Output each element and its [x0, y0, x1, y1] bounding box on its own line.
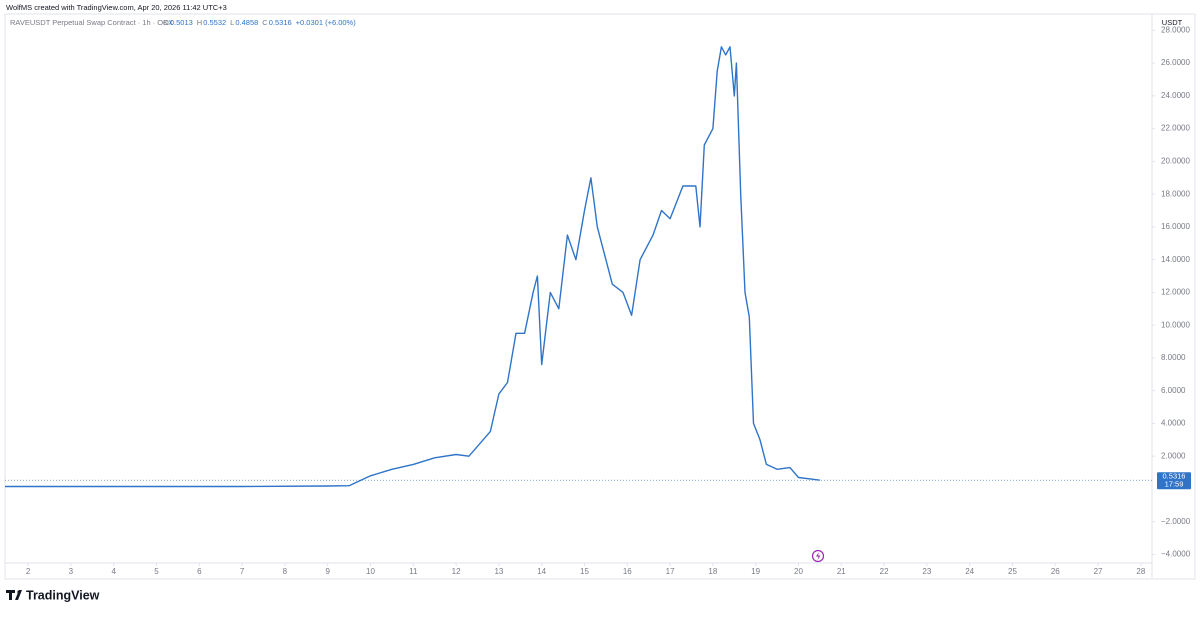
- price-line: [5, 46, 820, 488]
- currency: USDT: [1162, 18, 1183, 27]
- y-tick-label: 8.0000: [1161, 353, 1186, 362]
- event-bolt: [816, 552, 821, 560]
- x-tick-label: 13: [494, 567, 503, 576]
- ohlc-key: L: [230, 18, 234, 27]
- last-price-label: 0.5316: [1163, 472, 1186, 481]
- y-tick-label: 6.0000: [1161, 386, 1186, 395]
- y-tick-label: 18.0000: [1161, 189, 1190, 198]
- logo: TradingView: [6, 588, 100, 602]
- y-tick-label: 16.0000: [1161, 222, 1190, 231]
- y-tick-label: 4.0000: [1161, 419, 1186, 428]
- ohlc-key: O: [163, 18, 169, 27]
- x-tick-label: 19: [751, 567, 760, 576]
- plot: [5, 46, 820, 488]
- x-tick-label: 17: [666, 567, 675, 576]
- y-tick-label: 26.0000: [1161, 58, 1190, 67]
- ohlc-legend: O 0.5013 H 0.5532 L 0.4858 C 0.5316 +0.0301 (+6.…: [163, 18, 356, 27]
- credit: WolfMS created with TradingView.com, Apr…: [6, 3, 227, 12]
- x-tick-label: 18: [708, 567, 717, 576]
- change: +0.0301 (+6.00%): [296, 18, 357, 27]
- x-tick-label: 8: [283, 567, 288, 576]
- x-tick-label: 24: [965, 567, 974, 576]
- x-tick-label: 23: [922, 567, 931, 576]
- y-tick-label: −2.0000: [1161, 517, 1191, 526]
- last-price-box: [1157, 472, 1191, 490]
- x-tick-label: 26: [1051, 567, 1060, 576]
- x-tick-label: 2: [26, 567, 31, 576]
- x-tick-label: 21: [837, 567, 846, 576]
- ohlc-key: C: [262, 18, 268, 27]
- x-tick-label: 6: [197, 567, 202, 576]
- y-tick-label: 14.0000: [1161, 255, 1190, 264]
- y-tick-label: 10.0000: [1161, 320, 1190, 329]
- x-tick-label: 10: [366, 567, 375, 576]
- x-tick-label: 28: [1136, 567, 1145, 576]
- y-tick-label: 12.0000: [1161, 288, 1190, 297]
- x-tick-label: 11: [409, 567, 418, 576]
- x-tick-label: 15: [580, 567, 589, 576]
- y-tick-label: 28.0000: [1161, 25, 1190, 34]
- x-tick-label: 20: [794, 567, 803, 576]
- y-tick-label: 2.0000: [1161, 451, 1186, 460]
- x-tick-label: 7: [240, 567, 245, 576]
- x-tick-label: 14: [537, 567, 546, 576]
- symbol: RAVEUSDT Perpetual Swap Contract · 1h · …: [10, 18, 173, 27]
- x-tick-label: 27: [1094, 567, 1103, 576]
- x-tick-label: 3: [69, 567, 74, 576]
- x-tick-label: 5: [154, 567, 159, 576]
- ohlc-value: 0.5316: [269, 18, 292, 27]
- ohlc-value: 0.5532: [203, 18, 226, 27]
- ohlc-value: 0.4858: [235, 18, 258, 27]
- y-tick-label: 22.0000: [1161, 124, 1190, 133]
- ohlc-value: 0.5013: [170, 18, 193, 27]
- x-tick-label: 22: [880, 567, 889, 576]
- x-tick-label: 9: [325, 567, 330, 576]
- countdown: 17:59: [1165, 480, 1184, 489]
- y-tick-label: 20.0000: [1161, 157, 1190, 166]
- x-tick-label: 4: [111, 567, 116, 576]
- y-tick-label: 24.0000: [1161, 91, 1190, 100]
- ohlc-key: H: [197, 18, 202, 27]
- y-tick-label: −4.0000: [1161, 550, 1191, 559]
- brand: TradingView: [26, 588, 100, 602]
- logo-dot: [17, 590, 21, 594]
- x-tick-label: 16: [623, 567, 632, 576]
- x-tick-label: 25: [1008, 567, 1017, 576]
- chart-frame: [4, 13, 1196, 580]
- x-tick-label: 12: [452, 567, 461, 576]
